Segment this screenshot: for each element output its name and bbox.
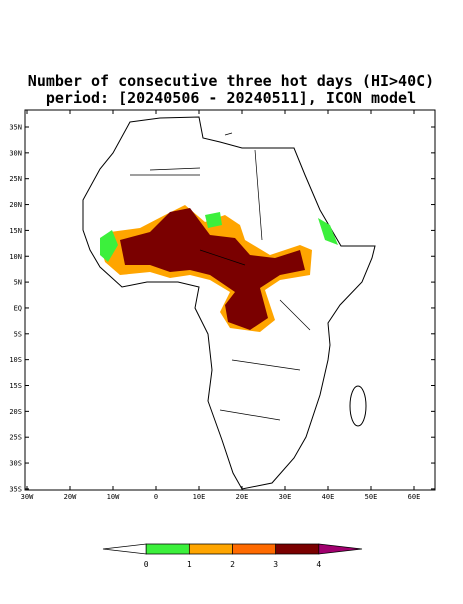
- titles: Number of consecutive three hot days (HI…: [28, 72, 434, 107]
- lon-label: 60E: [408, 493, 421, 501]
- lon-label: 20W: [64, 493, 77, 501]
- lon-label: 30E: [279, 493, 292, 501]
- hot-area-3: [100, 212, 338, 262]
- lon-label: 40E: [322, 493, 335, 501]
- lat-label: 15S: [9, 382, 22, 390]
- lon-label: 20E: [236, 493, 249, 501]
- madagascar: [349, 385, 367, 427]
- colorbar-swatch: [275, 543, 320, 555]
- colorbar-swatch: [145, 543, 190, 555]
- lon-label: 0: [154, 493, 158, 501]
- colorbar-swatch: [232, 543, 277, 555]
- lat-label: 25N: [9, 175, 22, 183]
- colorbar-label: 1: [187, 560, 192, 569]
- lat-label: 25S: [9, 434, 22, 442]
- title-line: period: [20240506 - 20240511], ICON mode…: [46, 89, 416, 107]
- lat-label: EQ: [14, 304, 22, 312]
- lat-label: 30S: [9, 460, 22, 468]
- colorbar-label: 0: [144, 560, 149, 569]
- colorbar-label: 2: [230, 560, 235, 569]
- lat-label: 20N: [9, 201, 22, 209]
- lat-label: 30N: [9, 149, 22, 157]
- lat-label: 35N: [9, 124, 22, 132]
- title-line: Number of consecutive three hot days (HI…: [28, 72, 434, 90]
- colorbar-swatch: [318, 543, 363, 555]
- lat-label: 10N: [9, 253, 22, 261]
- lon-label: 10E: [193, 493, 206, 501]
- lat-label: 15N: [9, 227, 22, 235]
- borders: [130, 132, 311, 421]
- colorbar-swatch: [102, 543, 147, 555]
- lat-label: 10S: [9, 356, 22, 364]
- hot-area-2: [120, 208, 305, 330]
- lat-label: 5N: [14, 279, 22, 287]
- lat-label: 20S: [9, 408, 22, 416]
- lon-label: 10W: [107, 493, 120, 501]
- colorbar-swatch: [188, 543, 233, 555]
- colorbar-label: 3: [273, 560, 278, 569]
- colorbar-label: 4: [316, 560, 321, 569]
- map: [82, 116, 376, 490]
- axes: 35N 30N 25N 20N 15N 10N 5N EQ 5S 10S 15S 20S 25S 30S 3…: [9, 110, 435, 501]
- colorbar: 0 1 2 3 4: [102, 543, 363, 569]
- lat-label: 5S: [14, 330, 22, 338]
- lat-label: 35S: [9, 485, 22, 493]
- lon-label: 30W: [21, 493, 34, 501]
- lon-label: 50E: [365, 493, 378, 501]
